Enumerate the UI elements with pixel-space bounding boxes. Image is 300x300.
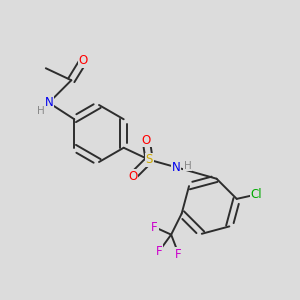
Text: H: H	[184, 161, 191, 171]
Text: F: F	[156, 244, 163, 258]
Text: F: F	[151, 220, 158, 234]
Text: H: H	[37, 106, 44, 116]
Text: F: F	[175, 248, 182, 261]
Text: O: O	[79, 54, 88, 67]
Text: S: S	[146, 153, 153, 166]
Text: O: O	[142, 134, 151, 147]
Text: N: N	[172, 161, 181, 174]
Text: Cl: Cl	[250, 188, 262, 201]
Text: N: N	[44, 96, 53, 109]
Text: O: O	[128, 170, 137, 183]
